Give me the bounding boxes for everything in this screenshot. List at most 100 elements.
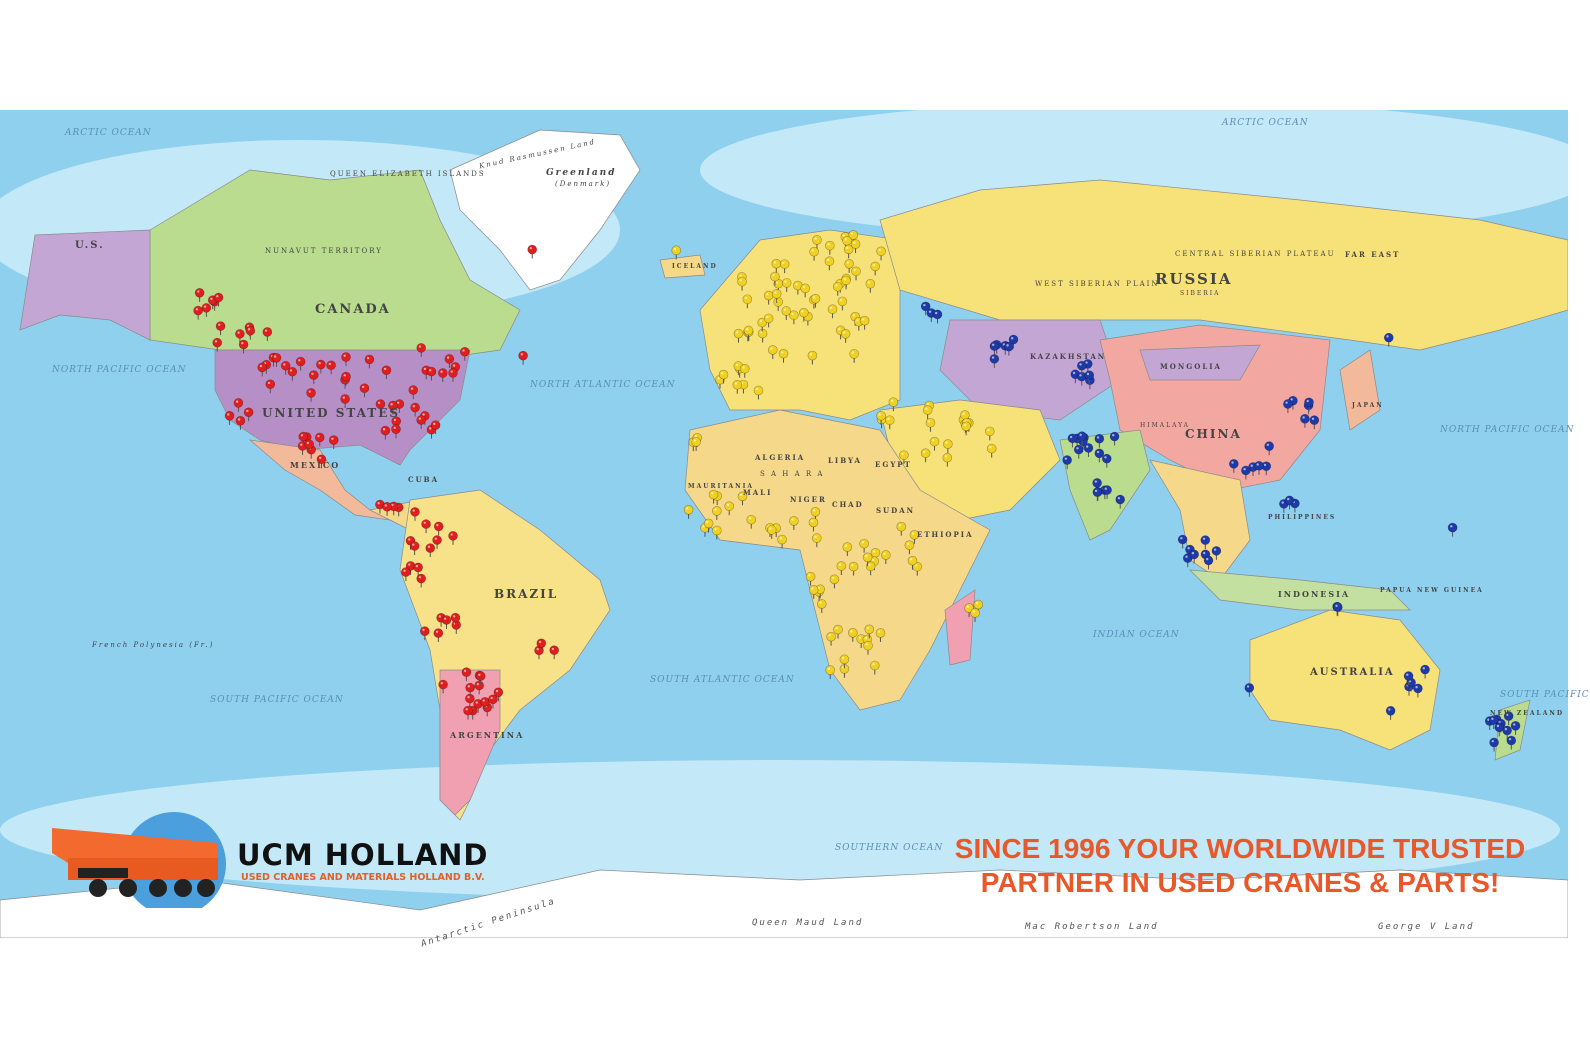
map-pin: [812, 533, 822, 548]
map-pin: [865, 278, 876, 293]
map-pin: [213, 292, 224, 307]
map-pin: [306, 388, 316, 402]
mongolia: [1139, 344, 1261, 381]
map-pin: [757, 317, 767, 332]
map-pin: [1300, 413, 1310, 428]
map-pin: [212, 337, 223, 352]
map-pin: [961, 421, 971, 436]
map-pin: [326, 360, 336, 375]
map-pin: [767, 345, 778, 359]
map-pin: [733, 328, 744, 343]
map-pin: [1283, 399, 1293, 413]
map-pin: [743, 325, 754, 340]
map-pin: [1385, 705, 1396, 720]
map-pin: [405, 561, 416, 575]
map-pin: [1189, 549, 1199, 564]
map-pin: [809, 246, 819, 261]
map-pin: [381, 365, 392, 380]
map-pin: [771, 289, 782, 303]
map-pin: [1510, 721, 1521, 735]
map-pin: [1004, 341, 1014, 356]
map-pin: [1067, 433, 1078, 448]
map-pin: [770, 271, 780, 286]
map-pin: [922, 405, 933, 420]
map-pin: [863, 640, 873, 655]
map-pin: [876, 246, 886, 261]
map-pin: [316, 454, 327, 469]
map-pin: [1077, 360, 1087, 375]
map-pin: [388, 400, 398, 415]
map-pin: [724, 501, 735, 516]
australia: [1249, 609, 1441, 751]
map-pin: [380, 425, 391, 440]
map-pin: [382, 501, 392, 516]
map-pin: [433, 628, 444, 643]
map-pin: [1488, 715, 1499, 730]
map-pin: [438, 679, 448, 694]
slogan-line-2: PARTNER IN USED CRANES & PARTS!: [980, 867, 1500, 898]
crane-truck-logo-image: [52, 812, 226, 916]
map-pin: [826, 631, 836, 646]
map-pin: [448, 531, 458, 545]
map-pin: [986, 443, 997, 458]
map-pin: [849, 349, 859, 363]
map-pin: [691, 437, 701, 451]
map-pin: [1229, 459, 1239, 473]
map-pin: [841, 275, 851, 290]
map-pin: [233, 398, 244, 412]
map-pin: [450, 612, 461, 627]
map-pin: [848, 627, 858, 642]
map-pin: [712, 506, 722, 520]
map-pin: [549, 645, 559, 660]
map-pin: [194, 288, 205, 302]
map-pin: [410, 402, 420, 417]
map-pin: [518, 350, 528, 365]
map-pin: [810, 293, 821, 308]
map-pin: [843, 244, 854, 259]
map-pin: [1304, 397, 1314, 412]
map-pin: [438, 368, 448, 383]
map-pin: [488, 694, 498, 709]
map-pin: [732, 379, 743, 394]
map-pin: [408, 385, 419, 400]
map-pin: [359, 383, 370, 398]
map-pin: [779, 259, 790, 274]
map-pin: [235, 415, 246, 430]
map-pin: [793, 280, 803, 295]
map-pin: [781, 278, 792, 292]
map-pin: [800, 283, 810, 298]
map-pin: [245, 325, 256, 340]
map-pin: [391, 424, 401, 439]
map-pin: [1383, 332, 1394, 347]
map-pin: [341, 352, 351, 367]
map-pin: [875, 628, 886, 642]
map-pin: [805, 571, 816, 586]
map-pin: [1309, 415, 1320, 430]
map-pin: [778, 348, 789, 363]
map-pin: [426, 366, 437, 381]
map-pin: [1284, 495, 1295, 510]
map-pin: [1077, 431, 1087, 446]
japan: [1339, 349, 1381, 431]
map-pin: [825, 665, 836, 680]
map-pin: [215, 321, 226, 336]
map-pin: [766, 525, 777, 539]
map-pin: [433, 521, 444, 536]
map-pin: [238, 339, 249, 354]
map-pin: [844, 259, 854, 273]
company-logo: [48, 808, 548, 916]
map-pin: [907, 555, 918, 570]
map-pin: [1094, 448, 1105, 463]
map-pin: [1008, 334, 1019, 349]
map-pin: [1109, 431, 1120, 446]
map-pin: [1420, 664, 1430, 679]
world-map: ARCTIC OCEAN ARCTIC OCEAN NORTH PACIFIC …: [0, 100, 1590, 950]
map-pin: [243, 407, 254, 422]
map-pin: [929, 436, 940, 451]
greenland: [449, 129, 641, 291]
map-pin: [839, 654, 850, 669]
map-pin: [712, 525, 722, 540]
map-pin: [943, 439, 953, 454]
map-pin: [257, 362, 268, 377]
map-pin: [737, 276, 747, 291]
